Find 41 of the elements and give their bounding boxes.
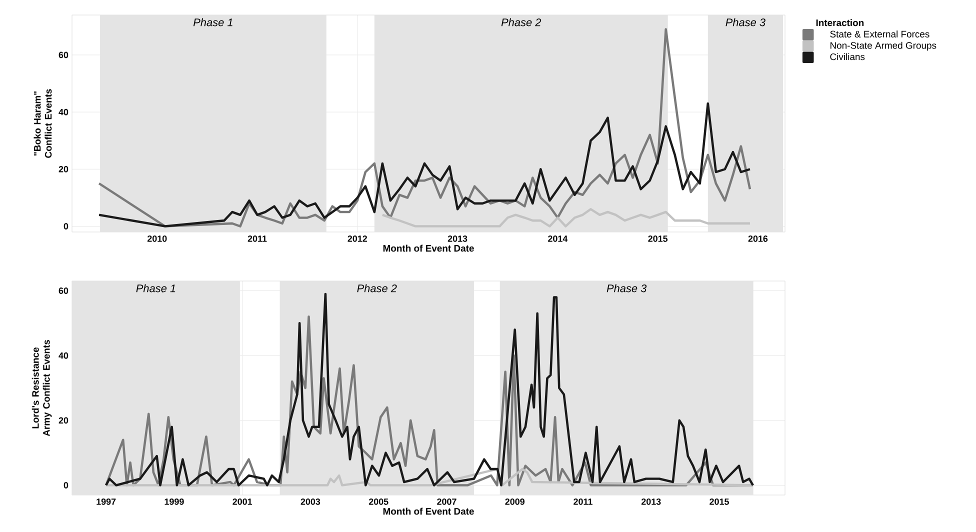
legend-label: Civilians — [830, 53, 865, 60]
y-axis-title: "Boko Haram" Conflict Events — [34, 89, 52, 158]
legend-title: Interaction — [816, 19, 864, 26]
x-axis-title: Month of Event Date — [383, 244, 474, 252]
y-tick-label: 60 — [58, 52, 68, 58]
y-tick-label: 40 — [58, 352, 68, 359]
line-series — [381, 208, 752, 228]
x-tick-label: 2015 — [710, 498, 729, 505]
x-tick-label: 2007 — [437, 498, 456, 505]
y-tick-label: 0 — [64, 482, 68, 488]
x-tick-label: 2009 — [505, 498, 524, 505]
band-label: Phase 2 — [357, 284, 397, 292]
x-tick-label: 2005 — [368, 498, 388, 505]
x-tick-label: 1997 — [96, 498, 116, 505]
x-tick-label: 2014 — [548, 236, 568, 242]
line-series — [104, 468, 754, 486]
band-label: Phase 1 — [136, 284, 176, 292]
x-tick-label: 2011 — [248, 236, 267, 242]
y-tick-label: 60 — [58, 288, 68, 294]
band-label: Phase 2 — [501, 18, 542, 26]
y-axis-title: Lord's Resistance Army Conflict Events — [32, 340, 52, 436]
x-tick-label: 2003 — [300, 498, 320, 505]
x-tick-label: 2010 — [147, 236, 167, 242]
band-label: Phase 3 — [606, 284, 647, 292]
x-tick-label: 2012 — [348, 236, 368, 242]
y-tick-label: 40 — [58, 108, 68, 116]
y-tick-label: 20 — [58, 417, 68, 424]
y-tick-label: 20 — [58, 166, 68, 172]
x-tick-label: 2011 — [574, 498, 592, 505]
x-tick-label: 2016 — [748, 236, 768, 242]
x-tick-label: 2015 — [648, 236, 668, 242]
x-tick-label: 2013 — [641, 498, 661, 505]
band-label: Phase 3 — [726, 18, 766, 26]
y-tick-label: 0 — [64, 223, 68, 230]
x-axis-title: Month of Event Date — [383, 508, 474, 515]
legend-label: Non-State Armed Groups — [830, 42, 936, 51]
band-label: Phase 1 — [193, 18, 232, 26]
x-tick-label: 2001 — [232, 498, 252, 505]
x-tick-label: 2013 — [448, 236, 468, 242]
x-tick-label: 1999 — [164, 498, 184, 505]
legend-label: State & External Forces — [830, 30, 930, 38]
